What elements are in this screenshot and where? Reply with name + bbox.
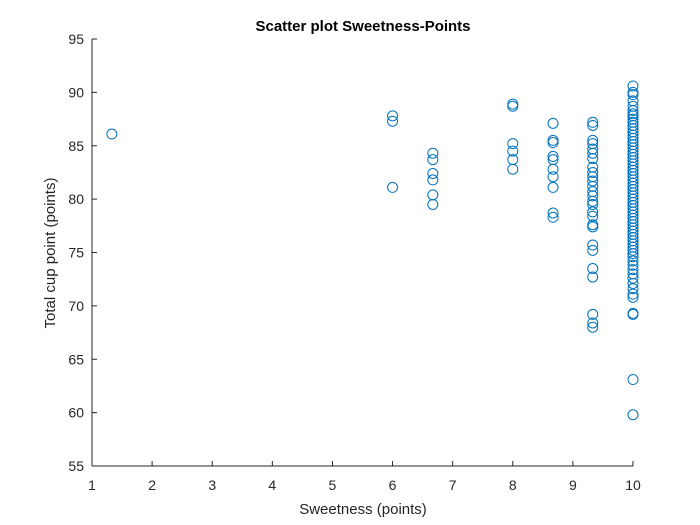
data-point: [507, 138, 519, 150]
data-point: [587, 147, 599, 159]
data-point: [627, 308, 639, 320]
y-tick-label: 65: [68, 351, 84, 367]
data-point: [627, 288, 639, 300]
data-point: [547, 163, 559, 175]
data-point: [587, 239, 599, 251]
data-points: [106, 80, 639, 421]
data-point: [627, 80, 639, 92]
data-point: [587, 166, 599, 178]
data-point: [587, 221, 599, 233]
x-tick-label: 4: [268, 477, 276, 493]
data-point: [627, 374, 639, 386]
data-point: [547, 137, 559, 149]
data-point: [627, 272, 639, 284]
data-point: [587, 119, 599, 131]
data-point: [427, 198, 439, 210]
data-point: [587, 175, 599, 187]
data-point: [427, 154, 439, 166]
data-point: [547, 117, 559, 129]
data-point: [587, 116, 599, 128]
y-tick-label: 95: [68, 31, 84, 47]
x-tick-label: 3: [208, 477, 216, 493]
data-point: [507, 145, 519, 157]
data-point: [587, 206, 599, 218]
data-point: [627, 259, 639, 271]
data-point: [547, 207, 559, 219]
x-tick-label: 1: [88, 477, 96, 493]
data-point: [547, 150, 559, 162]
data-point: [587, 171, 599, 183]
y-tick-label: 80: [68, 191, 84, 207]
data-point: [547, 134, 559, 146]
y-tick-label: 85: [68, 138, 84, 154]
data-point: [587, 195, 599, 207]
data-point: [587, 271, 599, 283]
data-point: [507, 98, 519, 110]
y-tick-label: 90: [68, 84, 84, 100]
data-point: [627, 291, 639, 303]
data-point: [507, 163, 519, 175]
data-point: [387, 115, 399, 127]
x-tick-label: 5: [329, 477, 337, 493]
data-point: [587, 198, 599, 210]
x-tick-label: 2: [148, 477, 156, 493]
data-point: [427, 174, 439, 186]
x-tick-label: 7: [449, 477, 457, 493]
data-point: [587, 308, 599, 320]
y-axis-ticks: 55 60 65 70 75 80 85 90 95: [68, 31, 97, 474]
data-point: [587, 317, 599, 329]
x-tick-label: 9: [569, 477, 577, 493]
data-point: [627, 251, 639, 263]
data-point: [627, 277, 639, 289]
chart-title: Scatter plot Sweetness-Points: [255, 18, 470, 35]
data-point: [587, 134, 599, 146]
x-tick-label: 6: [389, 477, 397, 493]
data-point: [587, 321, 599, 333]
data-point: [627, 264, 639, 276]
x-axis-ticks: 1 2 3 4 5 6 7 8 9 10: [88, 461, 641, 493]
data-point: [387, 110, 399, 122]
data-point: [507, 100, 519, 112]
data-point: [587, 244, 599, 256]
data-point: [547, 211, 559, 223]
data-point: [587, 153, 599, 165]
data-point: [627, 89, 639, 101]
data-point: [427, 147, 439, 159]
data-point: [427, 168, 439, 180]
x-tick-label: 10: [625, 477, 641, 493]
y-tick-label: 75: [68, 245, 84, 261]
data-point: [627, 248, 639, 260]
data-point: [627, 255, 639, 267]
y-tick-label: 70: [68, 298, 84, 314]
data-point: [627, 409, 639, 421]
x-axis-label: Sweetness (points): [299, 501, 427, 518]
data-point: [587, 190, 599, 202]
data-point: [587, 210, 599, 222]
y-tick-label: 55: [68, 458, 84, 474]
y-tick-label: 60: [68, 405, 84, 421]
data-point: [547, 181, 559, 193]
data-point: [106, 128, 118, 140]
x-tick-label: 8: [509, 477, 517, 493]
data-point: [427, 189, 439, 201]
data-point: [587, 263, 599, 275]
y-axis-label: Total cup point (points): [42, 178, 59, 329]
data-point: [627, 105, 639, 117]
data-point: [387, 181, 399, 193]
data-point: [627, 244, 639, 256]
data-point: [547, 171, 559, 183]
data-point: [627, 283, 639, 295]
